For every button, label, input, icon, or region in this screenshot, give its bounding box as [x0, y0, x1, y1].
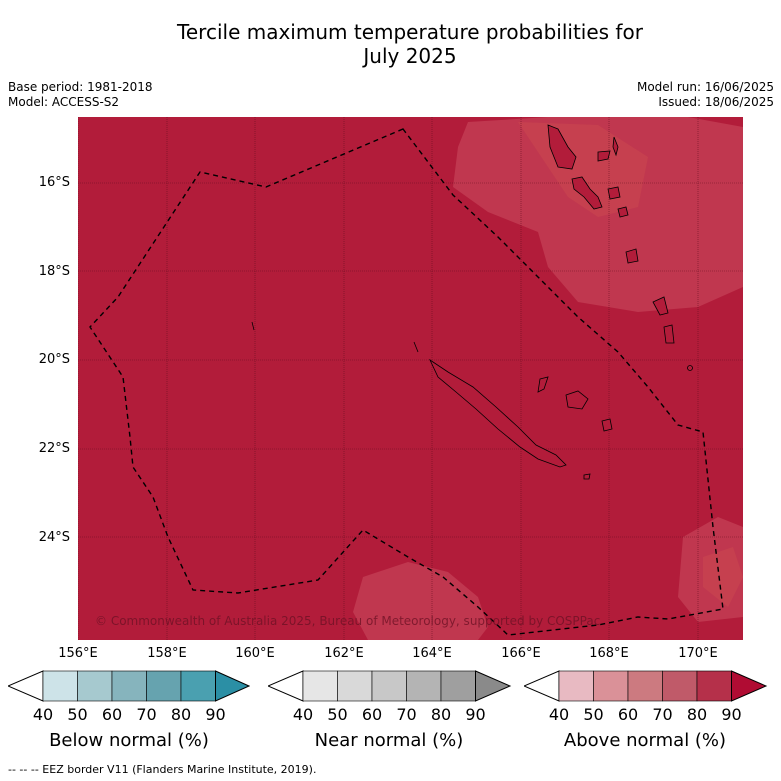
chesterfield-island [251, 321, 255, 331]
eez-border [89, 128, 724, 636]
maewo-island [597, 150, 611, 162]
issued-date: Issued: 18/06/2025 [658, 95, 774, 109]
lon-label-158e: 158°E [147, 646, 187, 661]
aneityum-island [663, 324, 675, 344]
cbar-near-seg-5 [440, 670, 476, 702]
cbar-near-tick-70: 70 [396, 705, 417, 724]
cbar-near-seg-1 [302, 670, 338, 702]
cbar-below-seg-0 [8, 670, 44, 702]
cbar-below-tick-70: 70 [136, 705, 157, 724]
lat-label-16s: 16°S [38, 175, 70, 190]
cbar-near-seg-2 [337, 670, 373, 702]
cbar-near-tick-60: 60 [361, 705, 383, 724]
cbar-near-tick-50: 50 [327, 705, 348, 724]
cbar-near-seg-4 [406, 670, 442, 702]
cbar-near-seg-3 [371, 670, 407, 702]
cbar-above-tick-40: 40 [548, 705, 570, 724]
cbar-near-seg-6 [475, 670, 512, 702]
title-line-2: July 2025 [363, 44, 457, 68]
map-title: Tercile maximum temperature probabilitie… [0, 20, 781, 68]
cbar-below-seg-1 [42, 670, 78, 702]
cbar-near-tick-40: 40 [292, 705, 314, 724]
ambae-island [612, 136, 619, 157]
cbar-above-seg-4 [662, 670, 698, 702]
cbar-near-tick-90: 90 [465, 705, 486, 724]
cbar-above-seg-3 [627, 670, 663, 702]
matthew-island [687, 365, 693, 371]
new-caledonia-island [429, 358, 567, 468]
cbar-below-seg-3 [111, 670, 147, 702]
meta-right: Model run: 16/06/2025 Issued: 18/06/2025 [637, 80, 774, 110]
ouvea-island [537, 376, 549, 393]
lon-label-168e: 168°E [589, 646, 629, 661]
cbar-below-tick-60: 60 [101, 705, 123, 724]
colorbar-above-normal [524, 670, 768, 702]
espiritu-santo-island [547, 124, 577, 170]
lat-label-18s: 18°S [38, 264, 70, 279]
probability-region-s [353, 562, 488, 640]
cbar-below-tick-50: 50 [67, 705, 88, 724]
isle-of-pines [583, 473, 591, 480]
lifou-island [565, 390, 589, 410]
cbar-above-tick-70: 70 [652, 705, 673, 724]
cbar-above-tick-60: 60 [617, 705, 639, 724]
cbar-below-seg-6 [215, 670, 250, 702]
map-panel [78, 117, 743, 640]
colorbar-below-label: Below normal (%) [49, 730, 209, 751]
cbar-above-seg-1 [558, 670, 594, 702]
model-name: Model: ACCESS-S2 [8, 95, 120, 109]
epi-island [607, 186, 621, 200]
copyright-notice: © Commonwealth of Australia 2025, Bureau… [95, 614, 601, 628]
colorbar-near-normal [268, 670, 512, 702]
lat-label-20s: 20°S [38, 352, 70, 367]
cbar-below-tick-40: 40 [32, 705, 54, 724]
cbar-above-seg-5 [696, 670, 732, 702]
lon-label-164e: 164°E [412, 646, 452, 661]
cbar-near-seg-0 [268, 670, 304, 702]
lon-label-166e: 166°E [501, 646, 541, 661]
mare-island [601, 418, 613, 432]
cbar-below-seg-2 [77, 670, 113, 702]
colorbar-near-label: Near normal (%) [314, 730, 464, 751]
cbar-above-seg-0 [524, 670, 560, 702]
cbar-above-tick-80: 80 [686, 705, 708, 724]
cbar-near-tick-80: 80 [430, 705, 452, 724]
cbar-below-seg-4 [146, 670, 182, 702]
lat-label-24s: 24°S [38, 530, 70, 545]
probability-region-se-inner [703, 547, 743, 607]
lat-label-22s: 22°S [38, 441, 70, 456]
colorbar-below-normal [8, 670, 250, 702]
cbar-below-tick-90: 90 [205, 705, 226, 724]
cbar-above-seg-2 [593, 670, 629, 702]
malekula-island [571, 176, 603, 210]
erromango-island [625, 248, 639, 264]
cbar-below-tick-80: 80 [170, 705, 192, 724]
lon-label-156e: 156°E [58, 646, 98, 661]
colorbar-above-label: Above normal (%) [563, 730, 727, 751]
tanna-island [652, 296, 669, 316]
map-svg [78, 117, 743, 640]
graticule [78, 117, 743, 640]
cbar-above-tick-50: 50 [583, 705, 604, 724]
efate-island [617, 206, 629, 218]
title-line-1: Tercile maximum temperature probabilitie… [177, 20, 643, 44]
belep-islands [413, 341, 419, 353]
lon-label-170e: 170°E [678, 646, 718, 661]
lon-label-160e: 160°E [235, 646, 275, 661]
cbar-above-seg-6 [731, 670, 768, 702]
cbar-above-tick-90: 90 [721, 705, 742, 724]
lon-label-162e: 162°E [324, 646, 364, 661]
base-period: Base period: 1981-2018 [8, 80, 153, 94]
cbar-below-seg-5 [180, 670, 216, 702]
eez-footnote: -- -- -- EEZ border V11 (Flanders Marine… [8, 763, 317, 776]
model-run: Model run: 16/06/2025 [636, 80, 774, 94]
meta-left: Base period: 1981-2018 Model: ACCESS-S2 [8, 80, 153, 110]
